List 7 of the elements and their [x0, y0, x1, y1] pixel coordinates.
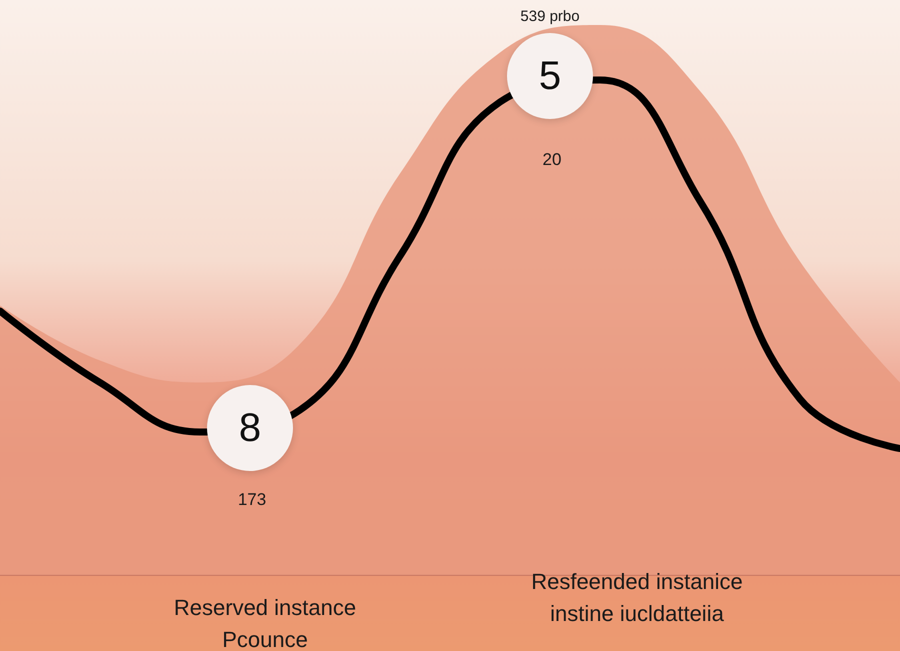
annotation: Resfeended instanice instine iucldatteiia: [531, 568, 743, 628]
annotation: 20: [542, 149, 562, 171]
annotation: 8: [238, 406, 262, 450]
annotation: 539 prbo: [520, 7, 580, 27]
annotation: 173: [238, 489, 266, 511]
annotation: 5: [538, 54, 562, 98]
text: Reserved instance Pcounce: [174, 594, 356, 651]
